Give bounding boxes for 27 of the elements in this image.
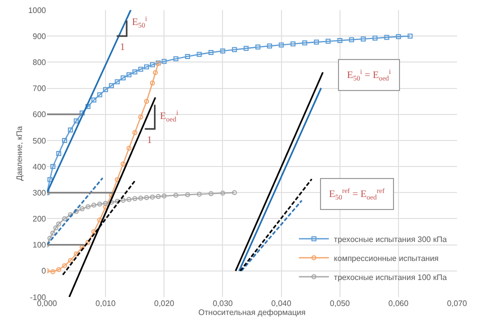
y-tick-label: 400 <box>32 162 47 172</box>
annotation: 1 <box>147 135 152 146</box>
legend-label: компрессионные испытания <box>334 254 439 263</box>
x-tick-label: 0,060 <box>388 299 409 308</box>
y-tick-label: 600 <box>32 110 47 120</box>
x-tick-label: 0,030 <box>212 299 234 308</box>
y-tick-label: 0 <box>42 266 47 276</box>
x-tick-label: 0,070 <box>446 299 468 308</box>
legend-label: трехосные испытания 300 кПа <box>334 234 448 244</box>
y-axis-title: Давление, кПа <box>14 126 24 181</box>
legend-label: трехосные испытания 100 кПа <box>334 272 448 282</box>
annotation: 1 <box>120 42 125 53</box>
x-axis-title: Относительная деформация <box>198 308 306 318</box>
x-tick-label: 0,050 <box>330 299 350 308</box>
y-tick-label: 700 <box>32 84 47 94</box>
x-tick-label: 0,000 <box>36 299 58 308</box>
y-tick-label: -100 <box>30 292 47 302</box>
y-tick-label: 1000 <box>28 6 47 15</box>
y-tick-label: 200 <box>32 214 47 224</box>
y-tick-label: 800 <box>32 58 47 67</box>
y-tick-label: 300 <box>32 188 47 198</box>
y-tick-label: 100 <box>32 240 47 250</box>
y-tick-label: 500 <box>32 136 47 146</box>
x-tick-label: 0,040 <box>271 299 292 308</box>
y-tick-label: 900 <box>32 32 47 41</box>
x-tick-label: 0,010 <box>96 299 116 308</box>
x-tick-label: 0,020 <box>154 299 175 308</box>
